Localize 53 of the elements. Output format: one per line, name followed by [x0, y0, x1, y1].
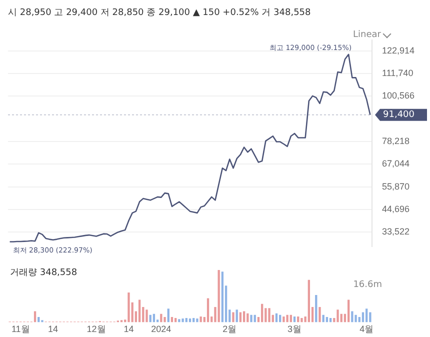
bar: [315, 295, 318, 322]
y-tick-label: 67,044: [382, 158, 410, 169]
bar: [308, 280, 310, 322]
bar: [221, 272, 224, 322]
chart-title: 거래량 348,558: [10, 267, 78, 279]
bar: [232, 312, 234, 322]
x-tick-label: 4월: [360, 324, 374, 334]
bar: [261, 304, 264, 322]
y-tick-label: 122,914: [382, 45, 415, 56]
bar: [236, 310, 238, 322]
bar: [164, 316, 166, 322]
bar: [196, 318, 198, 322]
bar: [138, 300, 141, 322]
bar: [366, 308, 368, 322]
bar: [268, 308, 270, 322]
bar: [34, 311, 36, 322]
bar: [200, 316, 202, 322]
annotation: 16.6m: [353, 280, 382, 290]
chart-title: 시 28,950 고 29,400 저 28,850 종 29,100 ▲ 150 +0.52% 거 348,558: [8, 7, 311, 19]
y-tick-label: 100,566: [382, 90, 415, 101]
x-tick-label: 14: [124, 324, 134, 334]
bar: [354, 314, 357, 322]
x-tick-label: 2월: [222, 324, 237, 334]
annotation: Linear: [353, 30, 381, 40]
bar: [146, 310, 148, 322]
bar: [218, 270, 220, 322]
x-tick-label: 2024: [151, 324, 172, 334]
bar: [206, 298, 210, 322]
bar: [167, 308, 170, 322]
bar: [242, 311, 246, 322]
bar: [351, 311, 354, 322]
bar: [250, 314, 252, 322]
x-tick-label: 12월: [86, 324, 106, 334]
bar: [128, 292, 130, 322]
bar: [178, 319, 180, 322]
bar: [318, 307, 321, 322]
x-tick-label: 11월: [11, 324, 30, 334]
y-tick-label: 111,740: [382, 68, 414, 78]
bar: [347, 300, 350, 322]
bar: [282, 316, 285, 322]
x-tick-label: 3월: [288, 324, 302, 334]
x-tick-label: 14: [48, 324, 58, 334]
ref-line-label: 91,400: [383, 110, 415, 120]
bar: [286, 314, 288, 322]
y-tick-label: 33,522: [382, 226, 410, 237]
bar: [369, 312, 372, 322]
bar: [300, 318, 303, 322]
bar: [336, 310, 339, 322]
y-tick-label: 78,218: [382, 136, 410, 146]
y-tick-label: 44,696: [382, 204, 410, 214]
bar: [264, 308, 267, 322]
y-tick-label: 55,870: [382, 181, 410, 192]
bar: [182, 318, 184, 322]
